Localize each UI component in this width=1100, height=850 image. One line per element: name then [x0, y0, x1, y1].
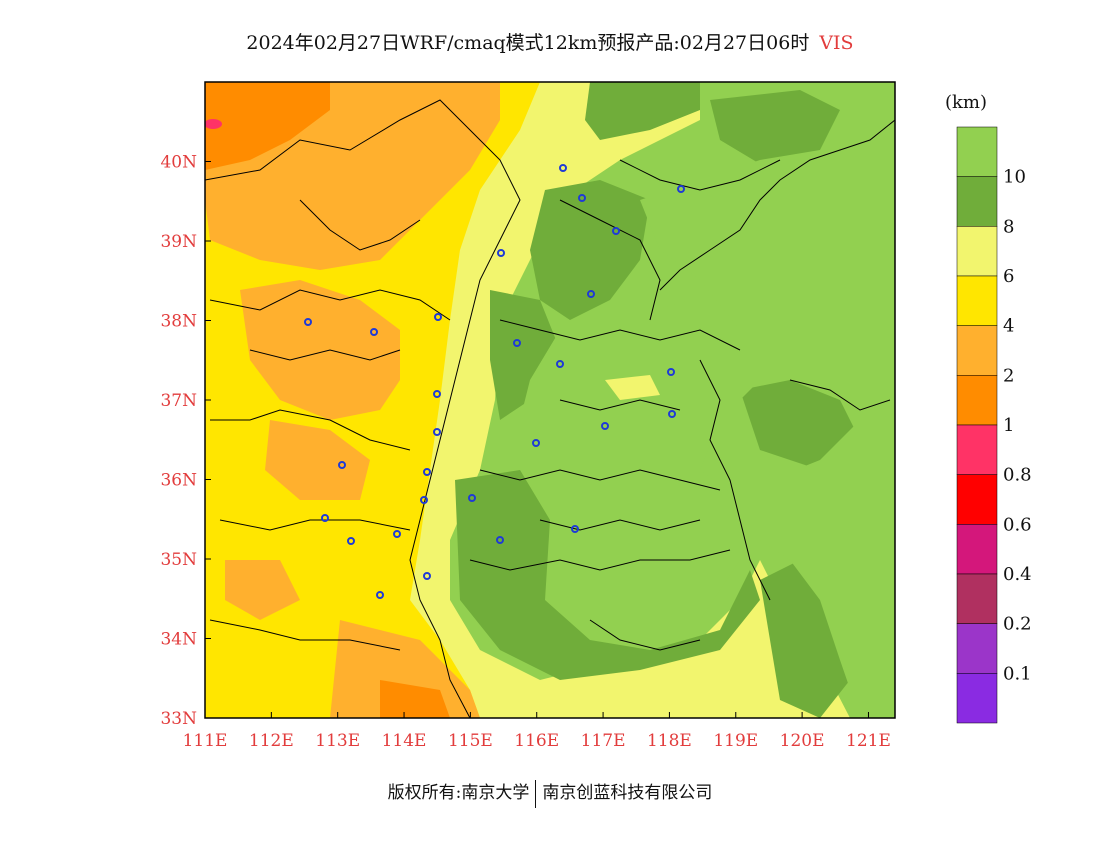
x-tick-label: 113E	[315, 731, 360, 751]
colorbar-label: 1	[1003, 415, 1014, 436]
y-tick-label: 38N	[160, 312, 197, 332]
copyright-left: 版权所有:南京大学	[387, 783, 530, 803]
map-fill	[205, 82, 895, 718]
y-tick-label: 36N	[160, 471, 197, 491]
y-tick-label: 40N	[160, 153, 197, 173]
x-tick-label: 116E	[514, 731, 559, 751]
y-tick-label: 35N	[160, 550, 197, 570]
x-tick-label: 121E	[846, 731, 891, 751]
x-tick-label: 115E	[448, 731, 493, 751]
colorbar-swatch	[956, 275, 998, 326]
x-tick-label: 119E	[713, 731, 758, 751]
colorbar-swatch	[956, 226, 998, 277]
colorbar-swatch	[956, 474, 998, 525]
title-variable: VIS	[819, 32, 854, 54]
y-axis: 33N 34N 35N 36N 37N 38N 39N 40N	[160, 153, 211, 729]
colorbar-label: 0.1	[1003, 663, 1032, 684]
colorbar-label: 0.4	[1003, 564, 1032, 585]
x-tick-label: 112E	[249, 731, 294, 751]
colorbar: 10 8 6 4 2 1 0.8 0.6 0.4 0.2 0.1	[956, 126, 1032, 724]
colorbar-label: 0.8	[1003, 465, 1032, 486]
colorbar-label: 4	[1003, 316, 1014, 337]
x-tick-label: 117E	[581, 731, 626, 751]
x-tick-label: 111E	[183, 731, 228, 751]
colorbar-swatch	[956, 176, 998, 227]
copyright-footer: 版权所有:南京大学 南京创蓝科技有限公司	[0, 778, 1100, 808]
y-tick-label: 37N	[160, 391, 197, 411]
colorbar-label: 0.2	[1003, 614, 1032, 635]
copyright-right: 南京创蓝科技有限公司	[542, 783, 713, 803]
colorbar-label: 8	[1003, 216, 1014, 237]
colorbar-swatch	[956, 325, 998, 376]
colorbar-label: 10	[1003, 167, 1026, 188]
colorbar-swatch	[956, 375, 998, 426]
title-main: 2024年02月27日WRF/cmaq模式12km预报产品:02月27日06时	[246, 32, 810, 54]
x-tick-label: 114E	[382, 731, 427, 751]
colorbar-swatch	[956, 673, 998, 724]
colorbar-label: 6	[1003, 266, 1014, 287]
colorbar-swatch	[956, 424, 998, 475]
y-tick-label: 33N	[160, 709, 197, 729]
colorbar-unit: (km)	[945, 92, 987, 113]
city-markers	[304, 164, 685, 599]
y-tick-label: 34N	[160, 630, 197, 650]
map-title: 2024年02月27日WRF/cmaq模式12km预报产品:02月27日06时 V…	[0, 28, 1100, 55]
colorbar-swatch	[956, 126, 998, 177]
x-tick-label: 118E	[647, 731, 692, 751]
colorbar-label: 2	[1003, 365, 1014, 386]
colorbar-swatch	[956, 524, 998, 575]
colorbar-label: 0.6	[1003, 514, 1032, 535]
colorbar-swatch	[956, 573, 998, 624]
colorbar-swatch	[956, 623, 998, 674]
y-tick-label: 39N	[160, 232, 197, 252]
x-axis: 111E 112E 113E 114E 115E 116E 117E 118E 119E 120E…	[183, 712, 891, 751]
x-tick-label: 120E	[780, 731, 825, 751]
footer-separator	[535, 779, 537, 808]
